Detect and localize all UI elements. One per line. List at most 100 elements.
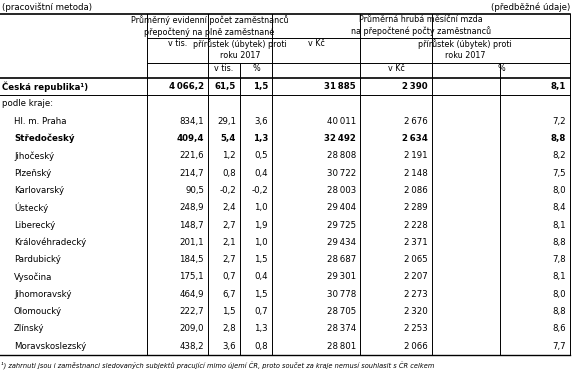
- Text: 1,2: 1,2: [223, 151, 236, 160]
- Text: 8,8: 8,8: [553, 238, 566, 247]
- Text: 2 390: 2 390: [402, 82, 428, 91]
- Text: 8,1: 8,1: [553, 273, 566, 282]
- Text: 1,3: 1,3: [255, 324, 268, 333]
- Text: Středočeský: Středočeský: [14, 134, 74, 143]
- Text: Vysočina: Vysočina: [14, 272, 53, 282]
- Text: 1,5: 1,5: [253, 82, 268, 91]
- Text: Průměrná hrubá měsíční mzda
na přepočtené počty zaměstnanců: Průměrná hrubá měsíční mzda na přepočten…: [351, 15, 491, 36]
- Text: 8,2: 8,2: [553, 151, 566, 160]
- Text: 2,4: 2,4: [223, 203, 236, 212]
- Text: Olomoucký: Olomoucký: [14, 307, 62, 316]
- Text: 40 011: 40 011: [327, 117, 356, 126]
- Text: 1,9: 1,9: [255, 221, 268, 230]
- Text: 2 634: 2 634: [402, 134, 428, 143]
- Text: %: %: [252, 64, 260, 73]
- Text: 834,1: 834,1: [180, 117, 204, 126]
- Text: 3,6: 3,6: [223, 342, 236, 351]
- Text: -0,2: -0,2: [251, 186, 268, 195]
- Text: 248,9: 248,9: [180, 203, 204, 212]
- Text: 201,1: 201,1: [180, 238, 204, 247]
- Text: 7,7: 7,7: [553, 342, 566, 351]
- Text: 0,4: 0,4: [255, 168, 268, 178]
- Text: 2 191: 2 191: [404, 151, 428, 160]
- Text: 8,1: 8,1: [551, 82, 566, 91]
- Text: 7,5: 7,5: [553, 168, 566, 178]
- Text: 438,2: 438,2: [180, 342, 204, 351]
- Text: 29 301: 29 301: [327, 273, 356, 282]
- Text: Česká republika¹): Česká republika¹): [2, 82, 88, 92]
- Text: 61,5: 61,5: [214, 82, 236, 91]
- Text: 8,6: 8,6: [553, 324, 566, 333]
- Text: -0,2: -0,2: [219, 186, 236, 195]
- Text: Jihočeský: Jihočeský: [14, 151, 54, 161]
- Text: Karlovarský: Karlovarský: [14, 186, 64, 195]
- Text: podle kraje:: podle kraje:: [2, 99, 53, 108]
- Text: Průměrný evidenní počet zaměstnanců
přepočtený na plně zaměstnané: Průměrný evidenní počet zaměstnanců přep…: [130, 15, 288, 37]
- Text: v Kč: v Kč: [308, 39, 324, 48]
- Text: 8,4: 8,4: [553, 203, 566, 212]
- Text: 2 065: 2 065: [404, 255, 428, 264]
- Text: (pracovištní metoda): (pracovištní metoda): [2, 2, 92, 11]
- Text: 2,1: 2,1: [223, 238, 236, 247]
- Text: Plzeňský: Plzeňský: [14, 168, 51, 178]
- Text: 222,7: 222,7: [180, 307, 204, 316]
- Text: 7,2: 7,2: [553, 117, 566, 126]
- Text: 2,7: 2,7: [223, 221, 236, 230]
- Text: 148,7: 148,7: [180, 221, 204, 230]
- Text: ¹) zahrnuti jsou i zaměstnanci sledovaných subjektů pracující mimo újemí ČR, pro: ¹) zahrnuti jsou i zaměstnanci sledovaný…: [1, 362, 434, 370]
- Text: %: %: [497, 64, 505, 73]
- Text: Zlínský: Zlínský: [14, 324, 45, 333]
- Text: 409,4: 409,4: [177, 134, 204, 143]
- Text: 2,7: 2,7: [223, 255, 236, 264]
- Text: 8,8: 8,8: [553, 307, 566, 316]
- Text: 29 434: 29 434: [327, 238, 356, 247]
- Text: 2 066: 2 066: [404, 342, 428, 351]
- Text: 8,8: 8,8: [551, 134, 566, 143]
- Text: 2 253: 2 253: [404, 324, 428, 333]
- Text: 464,9: 464,9: [180, 290, 204, 299]
- Text: 32 492: 32 492: [324, 134, 356, 143]
- Text: 2 371: 2 371: [404, 238, 428, 247]
- Text: 1,5: 1,5: [255, 255, 268, 264]
- Text: Liberecký: Liberecký: [14, 221, 55, 230]
- Text: 175,1: 175,1: [180, 273, 204, 282]
- Text: Ústecký: Ústecký: [14, 202, 48, 213]
- Text: 2 273: 2 273: [404, 290, 428, 299]
- Text: 2 148: 2 148: [404, 168, 428, 178]
- Text: 29 725: 29 725: [327, 221, 356, 230]
- Text: přírůstek (úbytek) proti
roku 2017: přírůstek (úbytek) proti roku 2017: [193, 39, 287, 60]
- Text: 3,6: 3,6: [255, 117, 268, 126]
- Text: 0,7: 0,7: [223, 273, 236, 282]
- Text: 184,5: 184,5: [180, 255, 204, 264]
- Text: 28 808: 28 808: [327, 151, 356, 160]
- Text: 30 722: 30 722: [327, 168, 356, 178]
- Text: 6,7: 6,7: [223, 290, 236, 299]
- Text: 0,5: 0,5: [255, 151, 268, 160]
- Text: 2 228: 2 228: [404, 221, 428, 230]
- Text: 8,0: 8,0: [553, 290, 566, 299]
- Text: přírůstek (úbytek) proti
roku 2017: přírůstek (úbytek) proti roku 2017: [418, 39, 512, 60]
- Text: Pardubický: Pardubický: [14, 255, 61, 264]
- Text: 8,1: 8,1: [553, 221, 566, 230]
- Text: Moravskoslezský: Moravskoslezský: [14, 342, 86, 351]
- Text: 28 003: 28 003: [327, 186, 356, 195]
- Text: 5,4: 5,4: [221, 134, 236, 143]
- Text: 2 320: 2 320: [404, 307, 428, 316]
- Text: 2 289: 2 289: [404, 203, 428, 212]
- Text: 2 086: 2 086: [404, 186, 428, 195]
- Text: Královéhradecký: Královéhradecký: [14, 238, 86, 247]
- Text: 2 676: 2 676: [404, 117, 428, 126]
- Text: (předběžné údaje): (předběžné údaje): [491, 2, 570, 11]
- Text: 29 404: 29 404: [327, 203, 356, 212]
- Text: v tis.: v tis.: [168, 39, 187, 48]
- Text: 4 066,2: 4 066,2: [169, 82, 204, 91]
- Text: 28 374: 28 374: [327, 324, 356, 333]
- Text: v Kč: v Kč: [388, 64, 404, 73]
- Text: 2 207: 2 207: [404, 273, 428, 282]
- Text: 1,5: 1,5: [223, 307, 236, 316]
- Text: 28 801: 28 801: [327, 342, 356, 351]
- Text: 7,8: 7,8: [553, 255, 566, 264]
- Text: 1,5: 1,5: [255, 290, 268, 299]
- Text: 0,4: 0,4: [255, 273, 268, 282]
- Text: 221,6: 221,6: [180, 151, 204, 160]
